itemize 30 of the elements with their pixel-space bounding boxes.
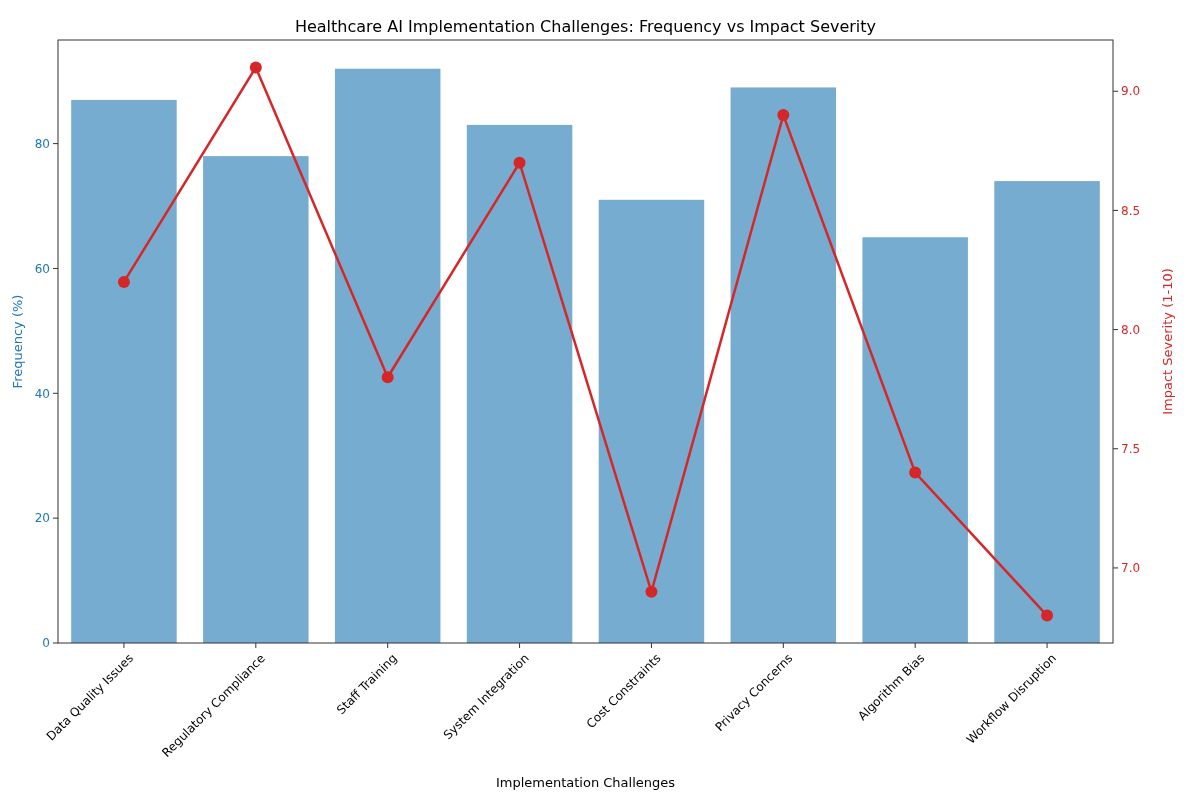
- bar: [994, 181, 1100, 643]
- bar: [71, 99, 177, 643]
- point: [381, 371, 394, 384]
- point: [117, 275, 130, 288]
- y-tick-label: 40: [34, 386, 50, 401]
- y-axis-title: Frequency (%): [10, 294, 25, 389]
- y2-tick-label: 9.0: [1121, 84, 1141, 99]
- point: [777, 109, 790, 122]
- y-tick-label: 60: [34, 261, 50, 276]
- y-tick-label: 80: [34, 136, 50, 151]
- y2-tick-label: 7.0: [1121, 561, 1141, 576]
- y-tick-label: 0: [42, 636, 50, 651]
- chart-title: Healthcare AI Implementation Challenges: Frequency vs Impact Severity: [294, 17, 877, 36]
- point: [1041, 609, 1054, 622]
- point: [645, 585, 658, 598]
- point: [909, 466, 922, 479]
- bar: [730, 87, 837, 643]
- point: [249, 61, 262, 74]
- x-axis-title: Implementation Challenges: [495, 775, 676, 790]
- bar: [862, 237, 968, 643]
- y2-tick-label: 7.5: [1121, 441, 1141, 456]
- point: [513, 156, 526, 169]
- y2-tick-label: 8.0: [1121, 322, 1141, 337]
- y2-axis-title: Impact Severity (1-10): [1160, 268, 1176, 415]
- bar: [466, 124, 573, 643]
- bar: [334, 68, 441, 643]
- y2-tick-label: 8.5: [1121, 203, 1141, 218]
- y-tick-label: 20: [34, 511, 50, 526]
- bar: [598, 199, 705, 643]
- bar: [203, 156, 309, 643]
